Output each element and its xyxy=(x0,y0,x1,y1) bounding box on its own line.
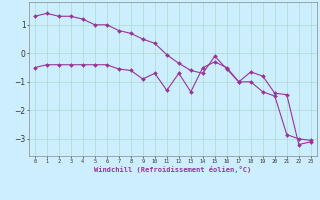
X-axis label: Windchill (Refroidissement éolien,°C): Windchill (Refroidissement éolien,°C) xyxy=(94,166,252,173)
